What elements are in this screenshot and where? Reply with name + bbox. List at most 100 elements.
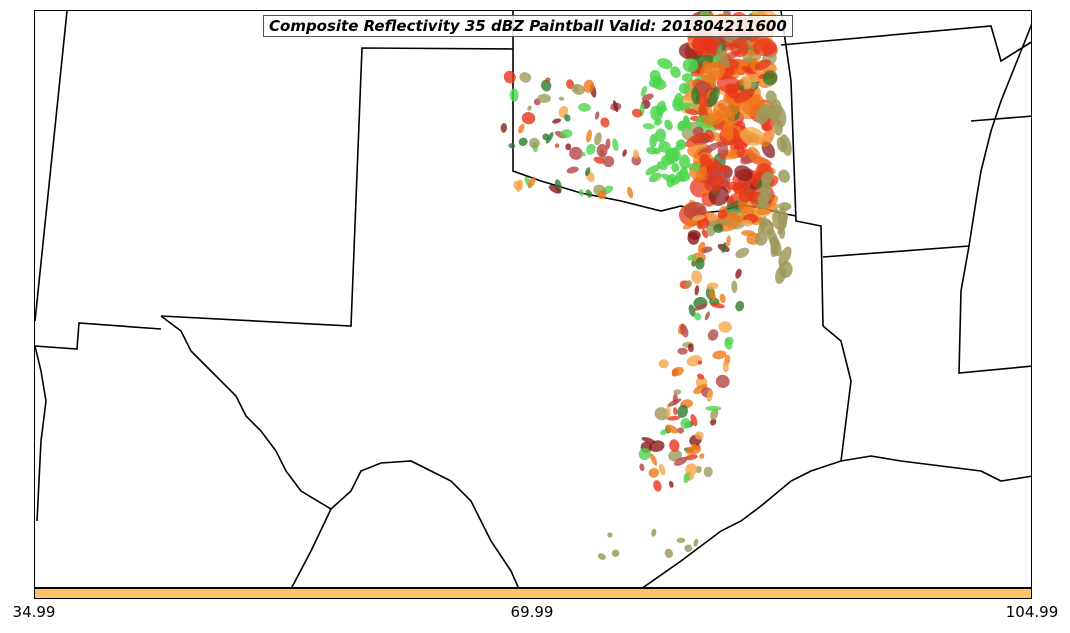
- storm-blob: [772, 208, 782, 230]
- storm-blob: [697, 241, 706, 253]
- storm-blob: [673, 456, 688, 466]
- storm-blob: [687, 229, 701, 240]
- storm-blob: [778, 202, 792, 211]
- storm-blob: [704, 311, 710, 321]
- storm-blob: [717, 210, 728, 219]
- border-ok-east: [780, 11, 824, 327]
- storm-blob: [545, 77, 551, 83]
- storm-blob: [715, 374, 730, 388]
- storm-blob: [704, 175, 724, 192]
- storm-blob: [778, 227, 786, 240]
- storm-blob: [585, 167, 591, 177]
- storm-blob: [685, 463, 698, 476]
- storm-blob: [677, 427, 685, 434]
- storm-blob: [717, 141, 729, 160]
- storm-blob: [742, 219, 753, 227]
- storm-blob: [564, 114, 571, 122]
- border-ms: [958, 245, 1031, 374]
- storm-blob: [548, 185, 562, 194]
- storm-blob: [579, 189, 584, 197]
- storm-blob: [673, 92, 684, 109]
- storm-blob: [754, 231, 768, 246]
- gulf-coast: [642, 455, 1031, 587]
- storm-blob: [684, 544, 693, 552]
- border-mexico: [291, 508, 332, 587]
- storm-blob: [757, 216, 767, 235]
- border-tx-panhandle-north: [160, 47, 514, 327]
- storm-blob: [648, 468, 660, 478]
- storm-blob: [694, 285, 700, 296]
- storm-blob: [693, 538, 699, 547]
- border-ar-river: [968, 23, 1031, 247]
- storm-blob: [747, 146, 762, 164]
- storm-blob: [631, 108, 643, 118]
- storm-blob: [677, 347, 688, 355]
- storm-blob: [605, 138, 611, 150]
- storm-blob: [508, 143, 516, 149]
- storm-blob: [660, 429, 667, 436]
- storm-blob: [693, 303, 707, 311]
- storm-blob: [569, 146, 583, 160]
- storm-blob: [645, 165, 660, 176]
- storm-blob: [513, 180, 522, 190]
- storm-blob: [722, 120, 734, 141]
- storm-blob: [696, 217, 710, 230]
- storm-blob: [690, 414, 698, 427]
- storm-blob: [527, 105, 532, 111]
- storm-blob: [573, 85, 579, 93]
- storm-blob: [654, 407, 669, 421]
- border-tx-southwest: [160, 315, 519, 587]
- storm-blob: [681, 73, 693, 83]
- storm-blob: [695, 257, 705, 270]
- storm-blob: [694, 312, 702, 321]
- storm-blob: [529, 137, 540, 149]
- storm-blob: [685, 445, 702, 455]
- storm-blob: [682, 58, 699, 73]
- storm-blob: [649, 133, 658, 148]
- storm-blob: [585, 129, 592, 143]
- storm-blob: [769, 235, 782, 257]
- storm-blob: [673, 407, 678, 416]
- storm-blob: [666, 173, 677, 188]
- storm-blob: [585, 189, 593, 198]
- storm-blob: [718, 321, 732, 333]
- storm-blob: [708, 289, 717, 301]
- storm-blob: [581, 151, 586, 157]
- storm-blob: [685, 132, 708, 148]
- storm-blob: [560, 129, 573, 139]
- border-la-east: [822, 325, 852, 462]
- storm-blob: [658, 359, 669, 369]
- storm-blob: [691, 260, 696, 267]
- storm-blob: [666, 415, 681, 421]
- storm-blob: [776, 136, 787, 153]
- storm-blob: [650, 453, 658, 466]
- storm-blob: [632, 149, 639, 160]
- storm-blob: [687, 254, 696, 261]
- storm-blob: [740, 127, 765, 146]
- storm-blob: [734, 165, 753, 181]
- storm-blob: [697, 373, 705, 380]
- storm-blob: [684, 454, 698, 461]
- storm-blob: [670, 66, 681, 78]
- storm-blob: [671, 162, 680, 173]
- storm-blob: [594, 111, 600, 120]
- storm-blob: [754, 59, 771, 71]
- storm-blob: [612, 138, 619, 152]
- storm-blob: [721, 242, 727, 254]
- storm-blob: [694, 431, 704, 440]
- storm-blob: [583, 79, 595, 93]
- storm-blob: [665, 405, 671, 419]
- storm-blob: [640, 85, 648, 97]
- storm-blob: [761, 178, 772, 202]
- storm-blob: [691, 270, 703, 284]
- storm-blob: [716, 75, 741, 94]
- storm-blob: [726, 235, 731, 247]
- storm-blob: [658, 463, 666, 476]
- storm-blob: [687, 343, 694, 353]
- border-nm-west: [35, 345, 47, 522]
- storm-blob: [754, 107, 770, 125]
- storm-blob: [691, 87, 701, 105]
- storm-blob: [707, 329, 719, 341]
- storm-blob: [639, 463, 645, 472]
- storm-blob: [586, 143, 596, 155]
